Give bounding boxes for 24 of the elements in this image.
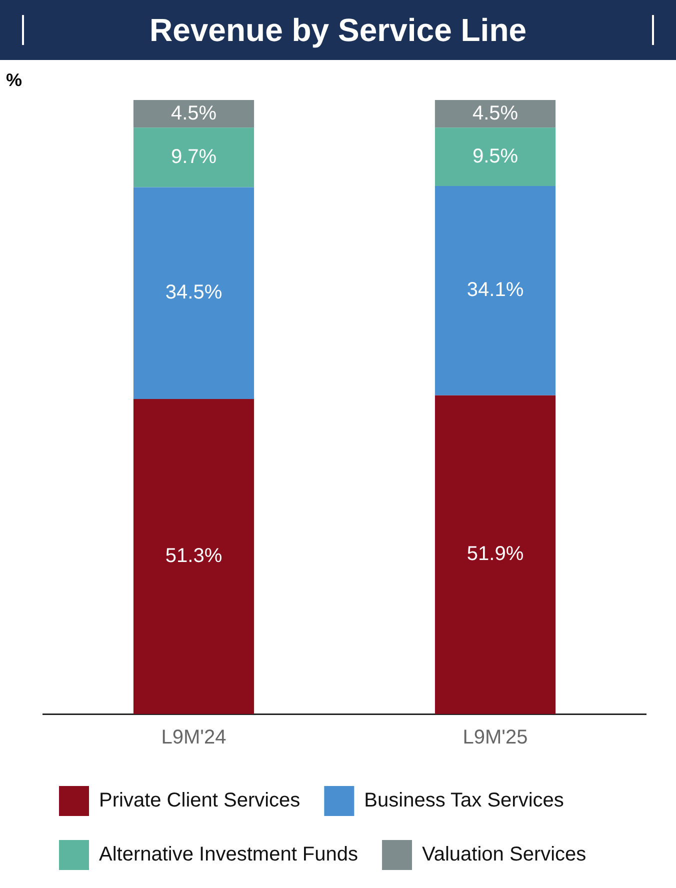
data-label: 34.5% xyxy=(165,282,222,304)
bar xyxy=(434,395,556,714)
data-label: 9.7% xyxy=(170,146,217,168)
data-label: 34.1% xyxy=(466,279,524,302)
x-tick-label: L9M'25 xyxy=(462,726,528,749)
legend-label: Private Client Services xyxy=(99,790,300,812)
y-axis-title: % xyxy=(5,69,24,92)
bar xyxy=(133,100,254,128)
data-label: 51.9% xyxy=(466,543,524,566)
data-label: 51.3% xyxy=(165,545,222,568)
bar xyxy=(434,186,556,396)
data-label: 4.5% xyxy=(170,102,217,124)
bar xyxy=(434,128,556,186)
bar xyxy=(133,187,254,400)
bar xyxy=(133,399,254,714)
legend-label: Alternative Investment Funds xyxy=(99,844,358,866)
chart-title: Revenue by Service Line xyxy=(149,12,527,48)
bar xyxy=(434,100,556,128)
data-label: 4.5% xyxy=(472,102,518,124)
legend-label: Business Tax Services xyxy=(364,790,564,812)
data-label: 9.5% xyxy=(472,145,518,168)
legend-label: Valuation Services xyxy=(422,844,586,866)
bar xyxy=(133,128,254,188)
x-tick-label: L9M'24 xyxy=(161,726,226,749)
